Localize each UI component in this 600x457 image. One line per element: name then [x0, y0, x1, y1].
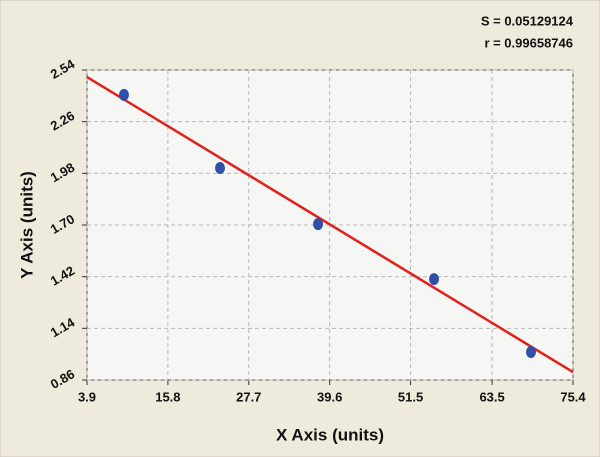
x-tick-label: 3.9 [78, 389, 96, 404]
x-tick-label: 51.5 [398, 389, 423, 404]
x-tick-label: 15.8 [155, 389, 180, 404]
point [313, 218, 324, 231]
x-tick-label: 75.4 [560, 389, 586, 404]
point [118, 88, 129, 101]
fit-line [86, 75, 574, 374]
point [525, 345, 536, 358]
x-tick-label: 27.7 [236, 389, 261, 404]
x-tick-label: 63.5 [479, 389, 504, 404]
y-axis-label: Y Axis (units) [17, 171, 36, 279]
point [215, 161, 226, 174]
x-axis-label: X Axis (units) [276, 425, 384, 444]
annotation: r = 0.99658746 [484, 35, 573, 50]
x-tick-label: 39.6 [317, 389, 342, 404]
annotation: S = 0.05129124 [481, 13, 574, 28]
point [428, 273, 439, 286]
